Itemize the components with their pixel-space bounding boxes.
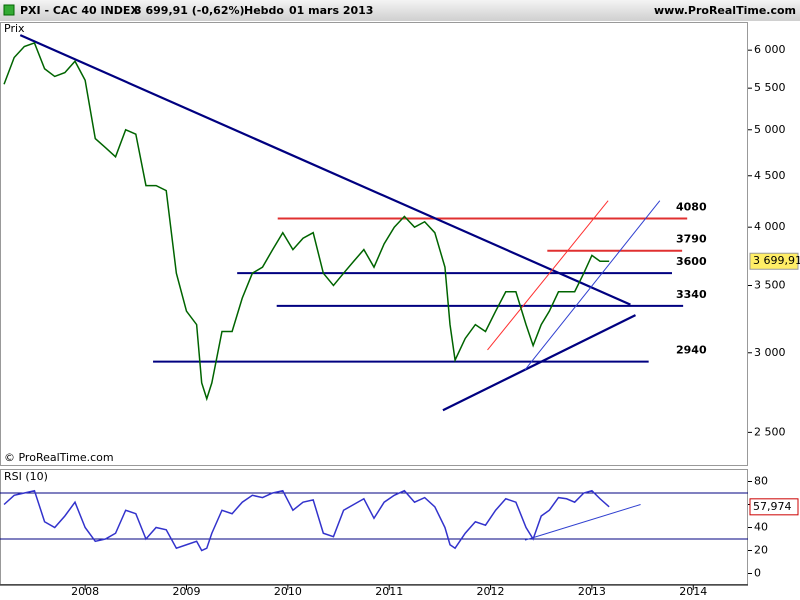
- value-tag-box: [749, 498, 799, 516]
- price-frame: [0, 22, 748, 466]
- series-line: [3, 42, 610, 402]
- series-name: Prix: [4, 22, 25, 35]
- value-tag: 3 699,91: [753, 254, 800, 267]
- y-tick-label: 4 500: [754, 169, 786, 182]
- header: PXI - CAC 40 INDEX 3 699,91 (-0,62%) Heb…: [0, 0, 800, 21]
- series-name: RSI (10): [4, 470, 48, 483]
- y-tick-label: 6 000: [754, 43, 786, 56]
- symbol: PXI - CAC 40 INDEX: [20, 4, 139, 17]
- y-tick-label: 5 500: [754, 81, 786, 94]
- series-line: [3, 489, 610, 552]
- y-tick-label: 20: [754, 544, 768, 557]
- x-tick-label: 2013: [578, 585, 606, 598]
- value-tag: 57,974: [753, 500, 792, 513]
- level-label: 3790: [676, 233, 707, 246]
- trendline: [524, 200, 661, 371]
- period: Hebdo: [244, 4, 284, 17]
- date: 01 mars 2013: [289, 4, 373, 17]
- x-tick-label: 2009: [172, 585, 200, 598]
- y-tick-label: 4 000: [754, 220, 786, 233]
- y-tick-label: 40: [754, 521, 768, 534]
- y-tick-label: 0: [754, 567, 761, 580]
- level-label: 2940: [676, 344, 707, 357]
- y-tick-label: 3 500: [754, 278, 786, 291]
- x-tick-label: 2012: [477, 585, 505, 598]
- quote: 3 699,91 (-0,62%): [134, 4, 245, 17]
- value-tag-box: [749, 252, 799, 270]
- y-tick-label: 2 500: [754, 425, 786, 438]
- x-tick-label: 2008: [71, 585, 99, 598]
- trendline: [487, 200, 609, 351]
- copyright: © ProRealTime.com: [4, 451, 114, 464]
- y-tick-label: 3 000: [754, 346, 786, 359]
- x-tick-label: 2014: [679, 585, 707, 598]
- trendline: [19, 34, 631, 306]
- header-bar: [0, 0, 800, 21]
- x-tick-label: 2011: [375, 585, 403, 598]
- level-label: 4080: [676, 201, 707, 214]
- trendline: [524, 504, 641, 541]
- level-label: 3340: [676, 288, 707, 301]
- header-icon: [3, 4, 15, 16]
- y-tick-label: 5 000: [754, 123, 786, 136]
- site: www.ProRealTime.com: [654, 4, 796, 17]
- level-label: 3600: [676, 255, 707, 268]
- y-tick-label: 80: [754, 475, 768, 488]
- trendline: [442, 314, 636, 412]
- x-tick-label: 2010: [274, 585, 302, 598]
